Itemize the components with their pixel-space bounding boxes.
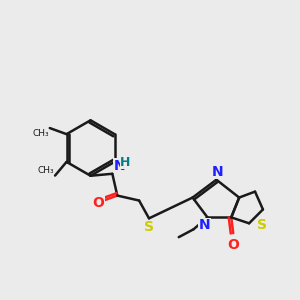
Text: O: O [227,238,239,252]
Text: O: O [92,196,104,209]
Text: S: S [257,218,267,232]
Text: N: N [113,159,125,173]
Text: S: S [144,220,154,234]
Text: CH₃: CH₃ [38,166,54,175]
Text: CH₃: CH₃ [32,129,49,138]
Text: N: N [212,165,223,179]
Text: N: N [199,218,210,233]
Text: H: H [120,156,131,169]
